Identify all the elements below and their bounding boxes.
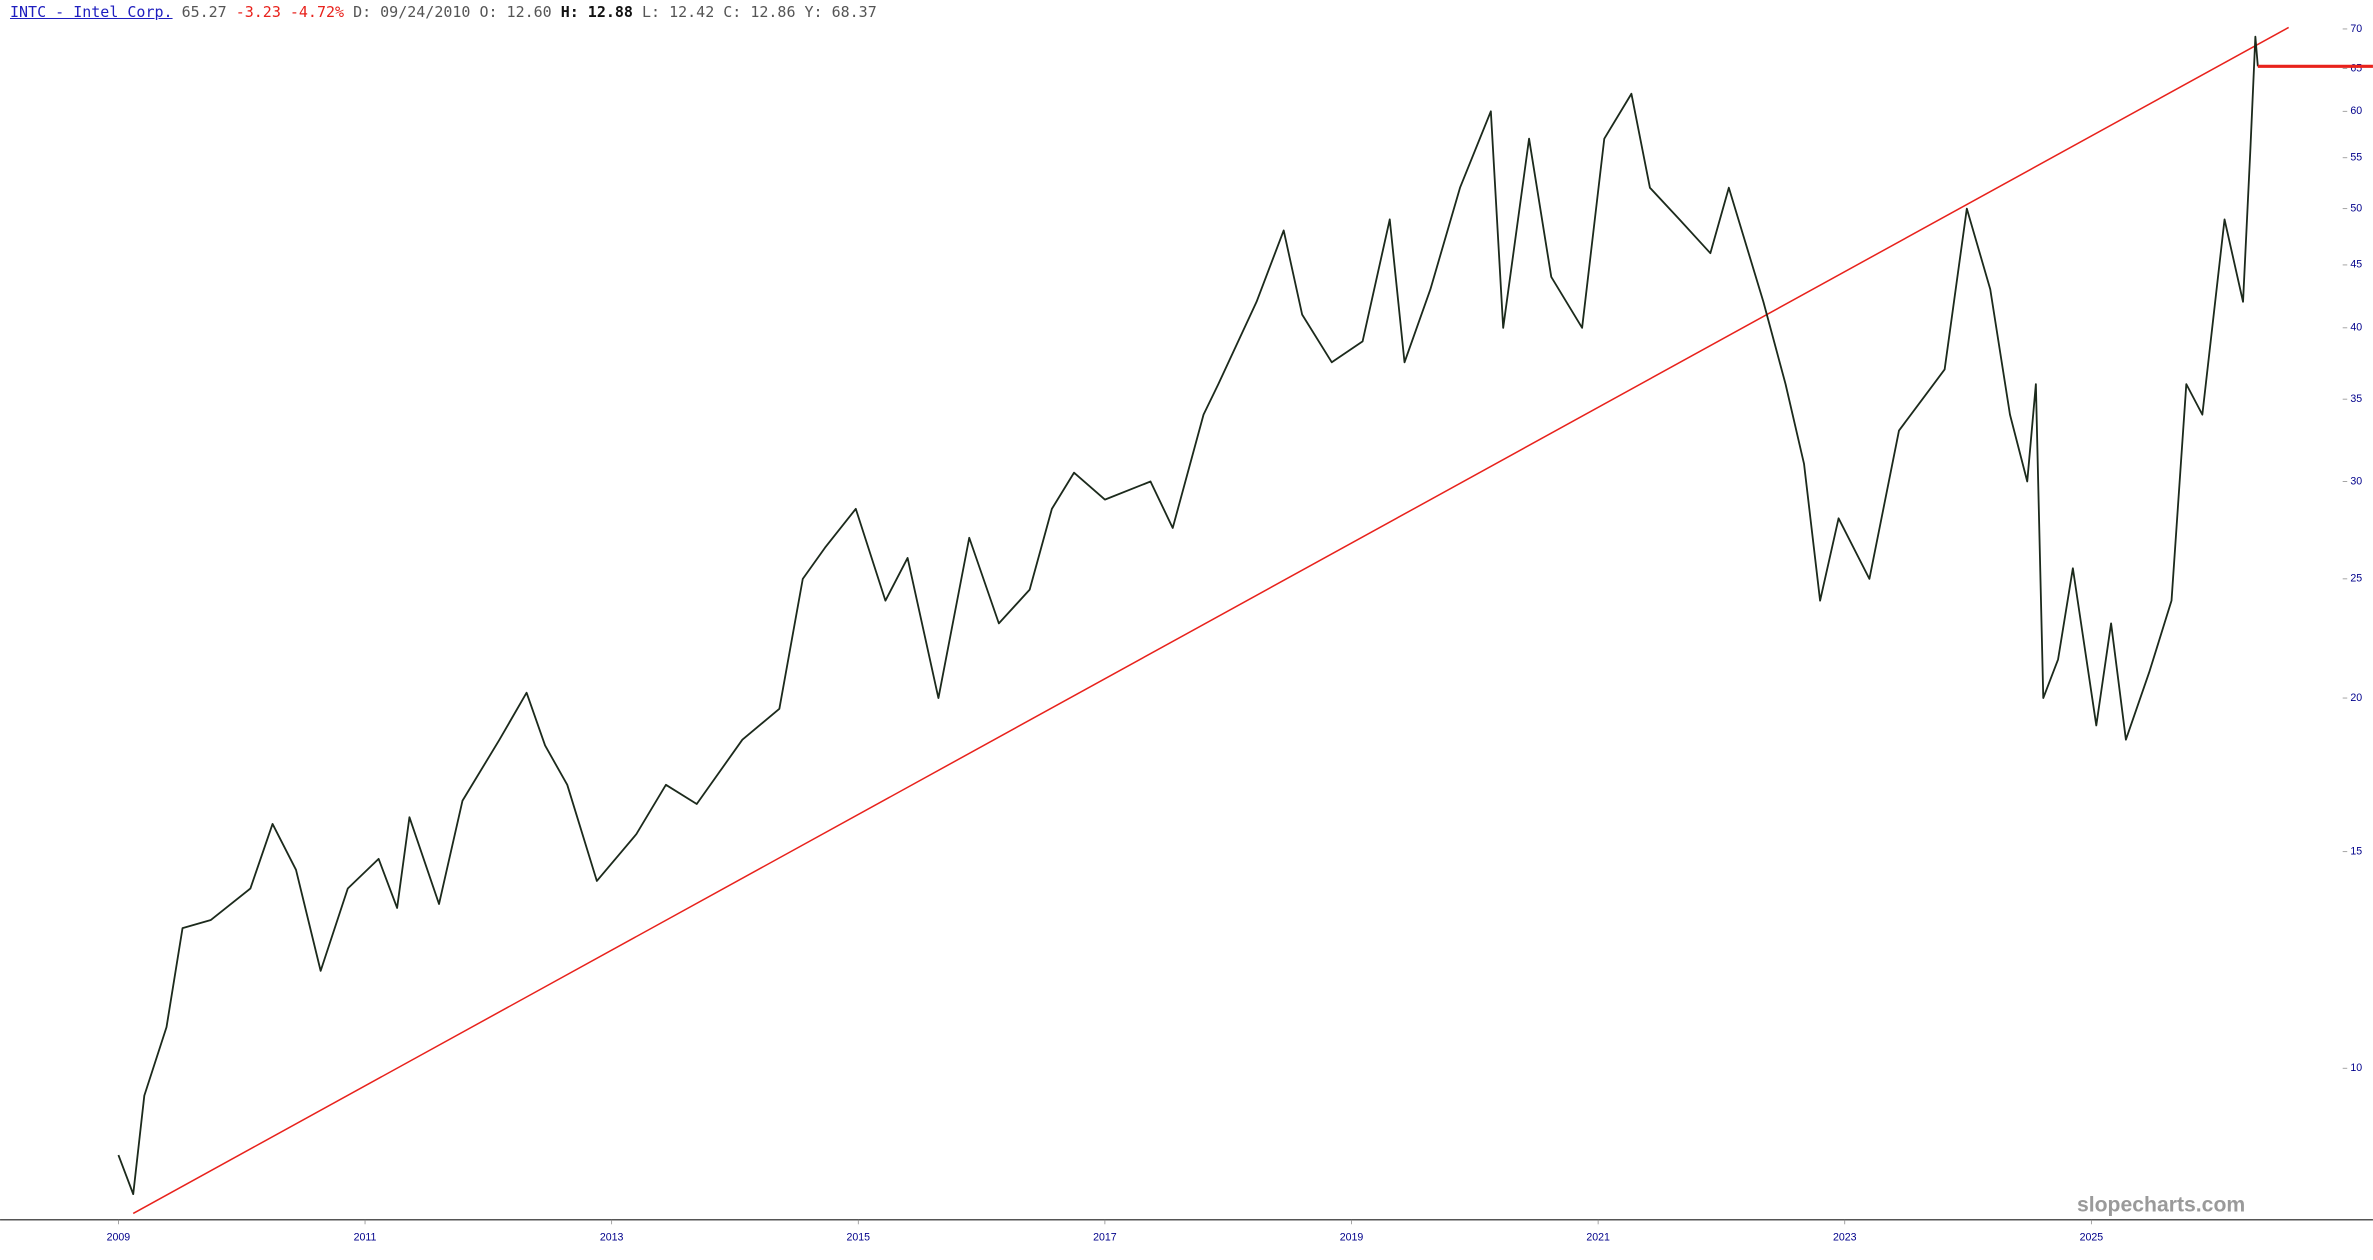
x-tick-label: 2011 [354, 1232, 377, 1244]
y-tick-label: 25 [2350, 573, 2362, 585]
x-tick-label: 2017 [1093, 1232, 1117, 1244]
open: O: 12.60 [479, 3, 552, 21]
y-tick-label: 20 [2350, 692, 2362, 704]
y-tick-label: 50 [2350, 202, 2362, 214]
y-tick-label: 40 [2350, 322, 2362, 334]
y-tick-label: 35 [2350, 393, 2362, 405]
x-tick-label: 2023 [1833, 1232, 1857, 1244]
symbol-link[interactable]: INTC - Intel Corp. [10, 3, 173, 21]
x-tick-label: 2025 [2080, 1232, 2104, 1244]
y-tick-label: 15 [2350, 845, 2362, 857]
high: H: 12.88 [560, 3, 633, 21]
date: D: 09/24/2010 [353, 3, 471, 21]
x-tick-label: 2019 [1340, 1232, 1364, 1244]
y-tick-label: 30 [2350, 475, 2362, 487]
prev-close: Y: 68.37 [804, 3, 877, 21]
y-tick-label: 60 [2350, 105, 2362, 117]
trendline [132, 26, 2290, 1215]
x-tick-label: 2009 [107, 1232, 131, 1244]
y-tick-label: 45 [2350, 259, 2362, 271]
y-tick-label: 55 [2350, 152, 2362, 164]
x-tick-label: 2021 [1586, 1232, 1610, 1244]
last-price: 65.27 [181, 3, 227, 21]
x-tick-label: 2013 [600, 1232, 624, 1244]
change: -3.23 [235, 3, 281, 21]
y-tick-label: 10 [2350, 1062, 2362, 1074]
y-tick-label: 65 [2350, 62, 2362, 74]
quote-header: INTC - Intel Corp. 65.27 -3.23 -4.72% D: 09/… [10, 3, 886, 21]
watermark: slopecharts.com [2077, 1194, 2245, 1217]
price-line [117, 35, 2259, 1196]
x-tick-label: 2015 [847, 1232, 871, 1244]
y-tick-label: 70 [2350, 23, 2362, 35]
low: L: 12.42 [642, 3, 715, 21]
close: C: 12.86 [723, 3, 796, 21]
change-pct: -4.72% [289, 3, 345, 21]
